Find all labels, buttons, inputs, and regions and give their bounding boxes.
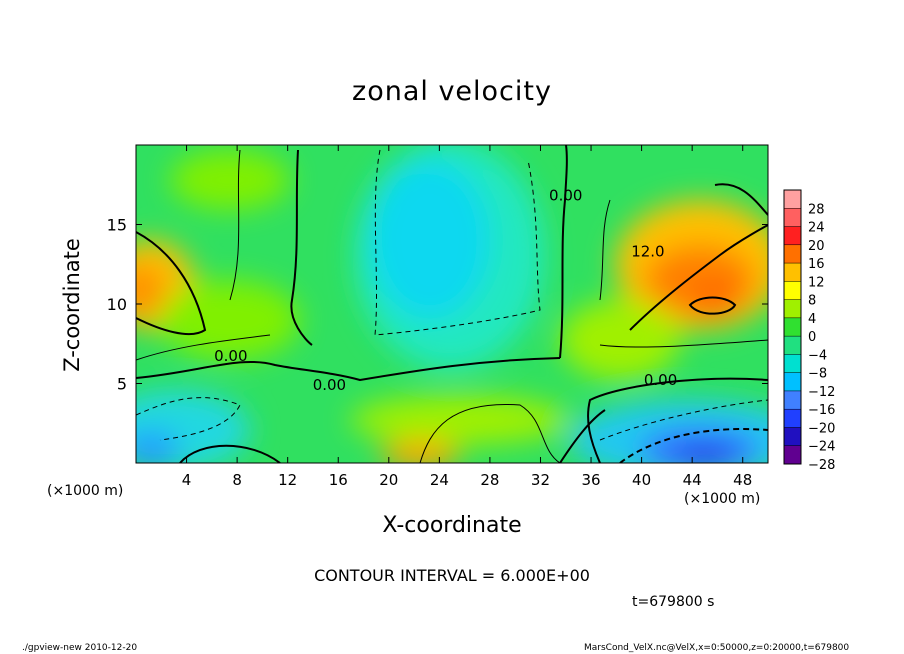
- x-tick-label: 8: [232, 471, 242, 489]
- footer-left: ./gpview-new 2010-12-20: [22, 643, 138, 653]
- contour-twelve-line: [629, 224, 768, 331]
- contour-twelve-line: [714, 183, 768, 216]
- colorbar-label: 0: [808, 330, 816, 345]
- field-region: [690, 285, 740, 315]
- colorbar-label: −20: [808, 421, 835, 436]
- colorbar-swatch: [784, 208, 801, 228]
- colorbar-swatch: [784, 336, 801, 355]
- x-tick-label: 20: [379, 471, 398, 489]
- field-region: [370, 160, 490, 320]
- y-ticks: 5 10 15: [107, 216, 768, 394]
- x-ticks: 4 8 12 16 20 24 28 32 36 40 44 48: [182, 145, 752, 489]
- colorbar-label: 28: [808, 202, 825, 217]
- colorbar-swatch: [784, 427, 801, 447]
- colorbar-swatch: [784, 226, 801, 246]
- x-tick-label: 24: [430, 471, 449, 489]
- contour-six-line: [599, 199, 611, 301]
- colorbar-label: 4: [808, 312, 816, 327]
- contour-label: 0.00: [313, 376, 346, 394]
- contour-labels: 0.00 0.00 0.00 12.0 0.00: [214, 187, 677, 394]
- colorbar-swatch: [784, 299, 801, 319]
- contour-label: 0.00: [549, 187, 582, 205]
- x-tick-label: 48: [733, 471, 752, 489]
- y-tick-label: 15: [107, 216, 127, 235]
- colorbar-swatch: [784, 372, 801, 392]
- contour-six-line: [419, 403, 561, 463]
- contour-six-line: [136, 334, 271, 361]
- x-unit-label-right: (×1000 m): [684, 491, 761, 507]
- x-tick-label: 12: [278, 471, 297, 489]
- field-region: [677, 448, 733, 463]
- y-tick-label: 10: [107, 295, 127, 314]
- colorbar-swatch: [784, 445, 801, 465]
- colorbar-label: −28: [808, 458, 835, 473]
- field-region: [380, 441, 460, 463]
- contour-zero-line: [136, 231, 207, 335]
- chart-title: zonal velocity: [352, 76, 552, 107]
- contour-label: 12.0: [631, 242, 664, 260]
- contour-negative-line: [136, 397, 241, 441]
- contour-negative-line: [619, 428, 768, 463]
- field-region: [170, 150, 290, 210]
- colorbar-swatch: [784, 390, 801, 410]
- colorbar-label: −24: [808, 440, 835, 455]
- field-region: [560, 300, 680, 380]
- x-tick-label: 16: [329, 471, 348, 489]
- x-axis-label: X-coordinate: [382, 513, 522, 538]
- field-region: [136, 265, 165, 315]
- contour-negative-line: [599, 399, 768, 441]
- colorbar: 28 24 20 16 12 8 4 0 −4 −8 −12 −16 −20 −24 −28: [783, 189, 835, 473]
- contour-label: 0.00: [214, 347, 247, 365]
- x-tick-label: 40: [632, 471, 651, 489]
- colorbar-label: −4: [808, 348, 827, 363]
- footer-right: MarsCond_VelX.nc@VelX,x=0:50000,z=0:2000…: [584, 643, 850, 653]
- colorbar-label: −16: [808, 403, 835, 418]
- x-tick-label: 36: [581, 471, 600, 489]
- contour-six-line: [229, 149, 241, 301]
- contour-six-line: [599, 339, 768, 348]
- time-label: t=679800 s: [632, 594, 715, 610]
- colorbar-label: 8: [808, 294, 816, 309]
- x-tick-label: 32: [531, 471, 550, 489]
- colorbar-swatch: [784, 409, 801, 428]
- colorbar-swatch: [784, 354, 801, 374]
- contour-label: 0.00: [644, 371, 677, 389]
- field-region: [350, 395, 570, 445]
- contour-zero-line: [587, 377, 768, 463]
- contour-zero-line: [559, 145, 568, 359]
- contour-zero-line: [559, 409, 606, 463]
- colorbar-label: 16: [808, 257, 825, 272]
- x-tick-label: 44: [683, 471, 702, 489]
- contour-zero-line: [179, 444, 281, 463]
- contour-negative-line: [374, 149, 541, 336]
- contour-zero-line: [290, 149, 313, 346]
- field-region: [136, 430, 180, 463]
- colorbar-label: 20: [808, 239, 825, 254]
- contour-zero-line: [136, 357, 561, 382]
- colorbar-swatch: [784, 317, 801, 337]
- colorbar-swatch: [784, 281, 801, 301]
- contour-interval-label: CONTOUR INTERVAL = 6.000E+00: [314, 566, 590, 585]
- x-tick-label: 28: [480, 471, 499, 489]
- colorbar-swatch: [784, 244, 801, 264]
- x-tick-label: 4: [182, 471, 192, 489]
- colorbar-swatch: [784, 190, 801, 209]
- y-tick-label: 5: [117, 375, 127, 394]
- x-unit-label-left: (×1000 m): [47, 483, 124, 499]
- contour-twelve-line: [688, 296, 737, 315]
- colorbar-label: 12: [808, 275, 825, 290]
- colorbar-label: 24: [808, 221, 825, 236]
- colorbar-swatch: [784, 263, 801, 282]
- colorbar-label: −12: [808, 385, 835, 400]
- colorbar-label: −8: [808, 367, 827, 382]
- contour-lines: [136, 145, 768, 463]
